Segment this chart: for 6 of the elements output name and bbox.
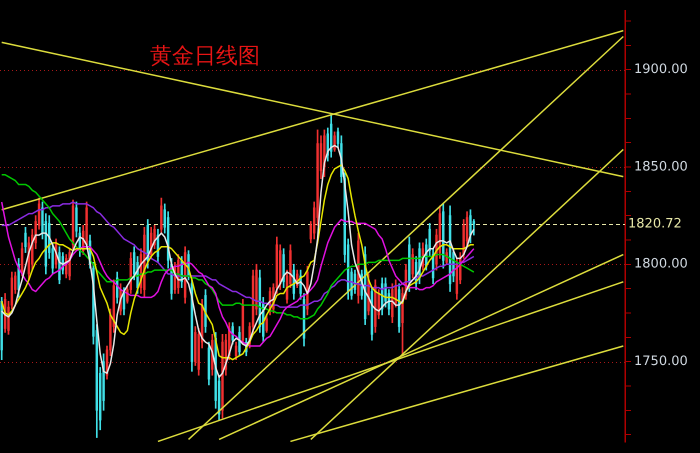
y-tick-label: 1900.00: [634, 62, 688, 77]
ref-line-label: 1820.72: [628, 216, 682, 232]
y-tick-label: 1750.00: [634, 354, 688, 369]
text: 黄金日线图: [150, 44, 260, 70]
y-tick-label: 1800.00: [634, 256, 688, 272]
y-tick-label: 1850.00: [634, 159, 688, 174]
